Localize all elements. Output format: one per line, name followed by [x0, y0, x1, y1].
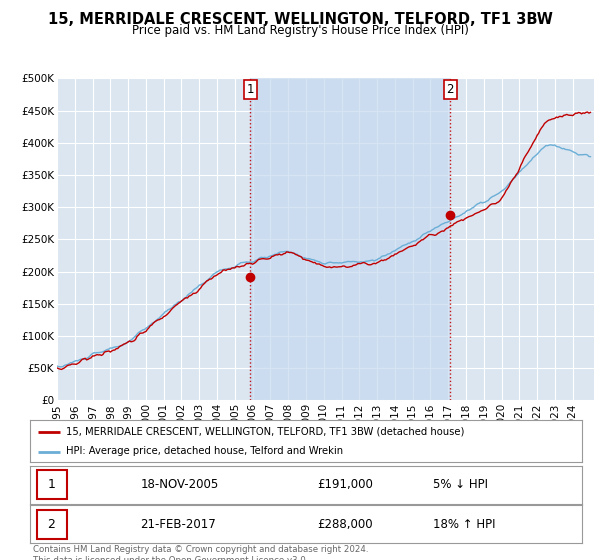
- Text: 1: 1: [47, 478, 55, 492]
- Text: 21-FEB-2017: 21-FEB-2017: [140, 517, 216, 531]
- Text: Price paid vs. HM Land Registry's House Price Index (HPI): Price paid vs. HM Land Registry's House …: [131, 24, 469, 37]
- Text: HPI: Average price, detached house, Telford and Wrekin: HPI: Average price, detached house, Telf…: [66, 446, 343, 456]
- Text: 2: 2: [446, 83, 454, 96]
- Text: 2: 2: [47, 517, 55, 531]
- Text: 1: 1: [247, 83, 254, 96]
- Text: Contains HM Land Registry data © Crown copyright and database right 2024.
This d: Contains HM Land Registry data © Crown c…: [33, 545, 368, 560]
- Text: 5% ↓ HPI: 5% ↓ HPI: [433, 478, 488, 492]
- Bar: [37, 510, 67, 539]
- Bar: [37, 470, 67, 500]
- Text: 15, MERRIDALE CRESCENT, WELLINGTON, TELFORD, TF1 3BW: 15, MERRIDALE CRESCENT, WELLINGTON, TELF…: [47, 12, 553, 27]
- Text: 15, MERRIDALE CRESCENT, WELLINGTON, TELFORD, TF1 3BW (detached house): 15, MERRIDALE CRESCENT, WELLINGTON, TELF…: [66, 427, 464, 437]
- Text: £288,000: £288,000: [317, 517, 373, 531]
- Text: £191,000: £191,000: [317, 478, 373, 492]
- Bar: [250, 78, 451, 400]
- Text: 18-NOV-2005: 18-NOV-2005: [140, 478, 218, 492]
- Text: 18% ↑ HPI: 18% ↑ HPI: [433, 517, 496, 531]
